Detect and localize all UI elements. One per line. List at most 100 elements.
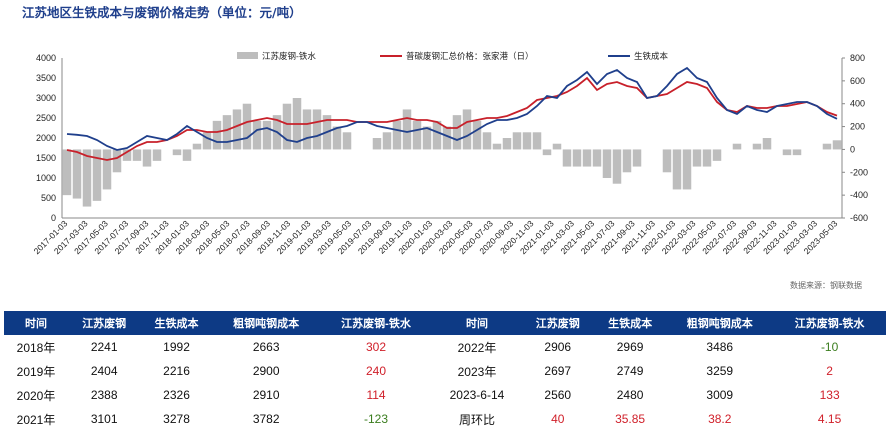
- header-cell: 生铁成本: [593, 311, 667, 335]
- table-row: 2021年 3101 3278 3782 -123 周环比 40 35.85 38.2 4.15: [4, 407, 886, 431]
- spread-bar: [592, 149, 602, 167]
- table-row: 2020年 2388 2326 2910 114 2023-6-14 2560 2480 300…: [4, 383, 886, 407]
- table-cell: 2749: [616, 364, 644, 378]
- table-cell: 2241: [90, 340, 118, 354]
- spread-bar: [182, 149, 192, 161]
- spread-bar: [752, 143, 762, 150]
- spread-bar: [522, 132, 532, 150]
- spread-bar: [832, 140, 842, 150]
- table-cell: 2969: [616, 340, 644, 354]
- spread-bar: [442, 126, 452, 150]
- table-row: 2018年 2241 1992 2663 302 2022年 2906 2969 3486 -10: [4, 335, 886, 359]
- table-cell: 114: [366, 388, 386, 402]
- spread-bar: [502, 138, 512, 150]
- spread-bar: [342, 132, 352, 150]
- header-cell: 江苏废钢-铁水: [773, 311, 886, 335]
- right-tick-label: -400: [850, 190, 868, 200]
- table-cell: 38.2: [708, 412, 732, 426]
- spread-bar: [222, 115, 232, 150]
- table-cell: 2697: [544, 364, 572, 378]
- left-tick-label: 0: [51, 213, 56, 223]
- table-row: 2019年 2404 2216 2900 240 2023年 2697 2749 3259 2: [4, 359, 886, 383]
- table-cell: 2663: [252, 340, 280, 354]
- spread-bar: [422, 126, 432, 150]
- spread-bar: [672, 149, 682, 190]
- spread-bar: [612, 149, 622, 184]
- spread-bar: [382, 132, 392, 150]
- right-tick-label: -200: [850, 167, 868, 177]
- table-cell: 35.85: [615, 412, 646, 426]
- left-tick-label: 1500: [36, 153, 56, 163]
- spread-bar: [462, 109, 472, 150]
- header-cell: 粗钢吨钢成本: [666, 311, 774, 335]
- left-tick-label: 500: [41, 193, 56, 203]
- spread-bar: [512, 132, 522, 150]
- spread-bar: [232, 109, 242, 150]
- spread-bar: [392, 120, 402, 150]
- right-tick-label: 600: [850, 76, 865, 86]
- spread-bar: [142, 149, 152, 167]
- table-cell: 3101: [90, 412, 118, 426]
- left-tick-label: 2000: [36, 133, 56, 143]
- spread-bar: [102, 149, 112, 190]
- table-cell: 2022年: [457, 340, 497, 355]
- spread-bar: [582, 149, 592, 167]
- table-cell: 3782: [252, 412, 280, 426]
- spread-bar: [542, 149, 552, 156]
- table-cell: 2020年: [16, 388, 56, 403]
- spread-bar: [602, 149, 612, 178]
- left-tick-label: 1000: [36, 173, 56, 183]
- spread-bar: [552, 143, 562, 150]
- right-tick-label: 0: [850, 144, 855, 154]
- table-cell: 2018年: [16, 340, 56, 355]
- spread-bar: [302, 109, 312, 150]
- table-cell: 3009: [706, 388, 734, 402]
- spread-bar: [712, 149, 722, 161]
- table-cell: 2023-6-14: [449, 388, 505, 402]
- table-cell: 2900: [252, 364, 280, 378]
- header-cell: 时间: [432, 311, 522, 335]
- chart-title: 江苏地区生铁成本与废钢价格走势（单位：元/吨）: [22, 5, 302, 20]
- table-cell: 3259: [706, 364, 734, 378]
- spread-bar: [172, 149, 182, 156]
- table-cell: 2326: [163, 388, 190, 402]
- table-cell: 40: [551, 412, 565, 426]
- spread-bar: [682, 149, 692, 190]
- table-cell: 3278: [163, 412, 190, 426]
- table-cell: 2388: [90, 388, 118, 402]
- table-cell: 302: [366, 340, 387, 354]
- spread-bar: [632, 149, 642, 167]
- spread-bar: [242, 103, 252, 150]
- spread-bar: [82, 149, 92, 207]
- spread-bar: [402, 109, 412, 150]
- legend-swatch-spread: [237, 52, 258, 59]
- spread-bar: [472, 120, 482, 150]
- legend-label-spread: 江苏废钢-铁水: [262, 51, 316, 61]
- left-tick-label: 3500: [36, 73, 56, 83]
- table-cell: 2404: [90, 364, 118, 378]
- chart: 05001000150020002500300035004000-600-400…: [32, 51, 868, 256]
- spread-bar: [332, 126, 342, 150]
- table-cell: 2023年: [457, 364, 497, 379]
- spread-bar: [432, 120, 442, 150]
- table-cell: 2216: [163, 364, 190, 378]
- left-tick-label: 2500: [36, 113, 56, 123]
- spread-bar: [122, 149, 132, 161]
- header-cell: 时间: [4, 311, 69, 335]
- spread-bar: [622, 149, 632, 173]
- table-cell: 周环比: [458, 412, 495, 427]
- spread-bar: [692, 149, 702, 167]
- header-cell: 江苏废钢-铁水: [319, 311, 433, 335]
- spread-bar: [312, 109, 322, 150]
- table-cell: -123: [364, 412, 389, 426]
- spread-bar: [532, 132, 542, 150]
- right-tick-label: 400: [850, 99, 865, 109]
- scrap-price-line: [66, 76, 838, 161]
- header-cell: 江苏废钢: [68, 311, 141, 335]
- spread-bar: [792, 149, 802, 156]
- spread-bar: [202, 132, 212, 150]
- spread-bar: [662, 149, 672, 173]
- spread-bar: [762, 138, 772, 150]
- legend-label-scrap: 普碳废钢汇总价格：张家港（日）: [406, 51, 534, 61]
- spread-bar: [152, 149, 162, 161]
